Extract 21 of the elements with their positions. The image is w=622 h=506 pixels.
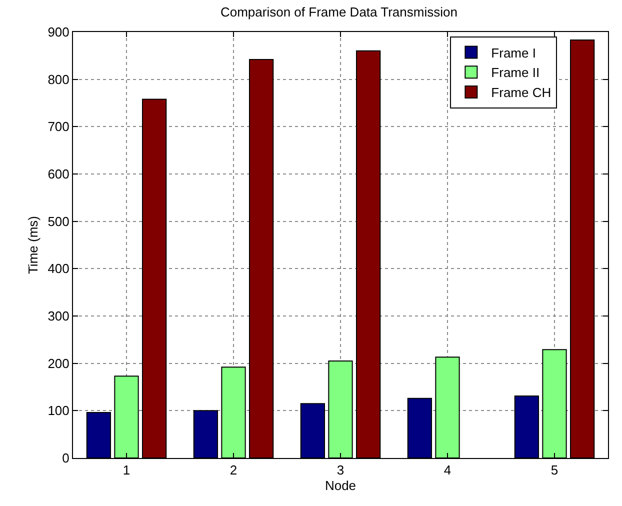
y-tick-label: 500 — [48, 214, 70, 229]
legend-label: Frame I — [491, 45, 536, 60]
y-tick-label: 0 — [62, 450, 70, 466]
y-tick-label: 600 — [48, 166, 70, 182]
legend-label: Frame CH — [491, 85, 552, 100]
y-tick-label: 400 — [48, 261, 70, 276]
x-tick-label: 5 — [550, 462, 558, 478]
x-tick-label: 3 — [336, 462, 344, 478]
y-tick-label: 800 — [48, 72, 70, 87]
y-tick-label: 700 — [48, 119, 70, 134]
chart-title: Comparison of Frame Data Transmission — [220, 4, 458, 20]
y-tick-label: 200 — [48, 356, 70, 371]
x-tick-label: 1 — [122, 462, 130, 478]
y-tick-label: 300 — [48, 308, 70, 324]
y-tick-label: 100 — [48, 403, 70, 418]
y-tick-label: 900 — [48, 24, 70, 40]
x-tick-label: 2 — [230, 462, 238, 478]
y-axis-title: Time (ms) — [26, 216, 41, 274]
legend-label: Frame II — [491, 65, 540, 80]
x-tick-label: 4 — [444, 462, 452, 478]
x-axis-title: Node — [324, 478, 356, 494]
